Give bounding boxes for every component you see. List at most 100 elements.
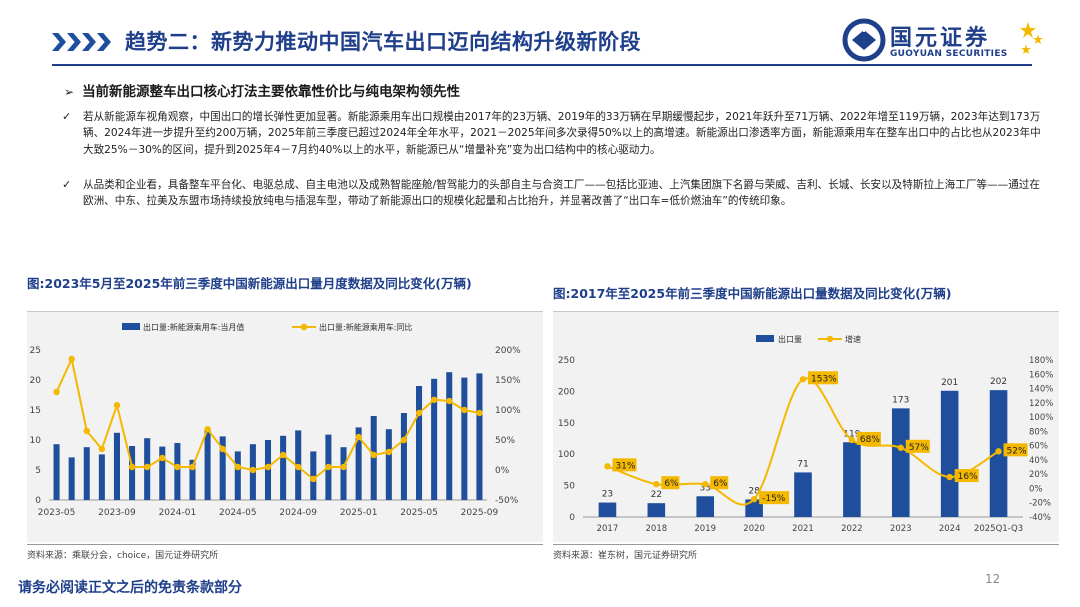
chart1-yleft-tick: 15 bbox=[30, 406, 41, 416]
chart2-x-tick: 2018 bbox=[646, 524, 668, 534]
chart2-yright-tick: 160% bbox=[1029, 370, 1053, 380]
chart2-bar-value-label: 33 bbox=[699, 483, 710, 493]
chart1-bar bbox=[219, 436, 226, 500]
chart2-growth-label-bg bbox=[905, 439, 930, 453]
chart2-yright-tick: 180% bbox=[1029, 356, 1053, 366]
chart2-bar bbox=[647, 503, 666, 517]
chart1-yoy-point bbox=[113, 402, 121, 409]
stars-icon bbox=[1020, 22, 1043, 54]
chart1-yoy-point bbox=[355, 433, 362, 441]
chart2-growth-label-bg bbox=[808, 371, 838, 385]
chart1-bar bbox=[129, 446, 136, 500]
chart2-bar-value-label: 22 bbox=[651, 490, 662, 500]
chart2-growth-label-bg bbox=[1003, 443, 1028, 457]
chart2-bar-value-label: 23 bbox=[602, 490, 613, 500]
chart2-source: 资料来源：崔东树，国元证券研究所 bbox=[553, 551, 698, 561]
chart2-growth-label: 6% bbox=[713, 479, 728, 489]
bullet-text: 从品类和企业看，具备整车平台化、电驱总成、自主电池以及成熟智能座舱/智驾能力的头… bbox=[83, 179, 1040, 208]
chart2-x-tick: 2019 bbox=[694, 524, 716, 534]
chart1-yoy-point bbox=[98, 445, 106, 453]
chart2-growth-point bbox=[604, 463, 611, 470]
logo-text-cn: 国元证券 bbox=[890, 26, 991, 51]
chart2-yright-tick: 100% bbox=[1029, 413, 1053, 423]
chart1-yoy-point bbox=[295, 463, 302, 471]
chart1-yoy-point bbox=[159, 454, 166, 462]
chart1-bar bbox=[113, 432, 120, 500]
chart2-bar-value-label: 71 bbox=[797, 459, 808, 469]
chart1-yoy-point bbox=[219, 445, 226, 453]
chart1-bar bbox=[83, 447, 90, 500]
arrow-bullet-icon: ➢ bbox=[64, 85, 75, 99]
chart1-bar bbox=[355, 427, 362, 500]
chart2-title: 图:2017年至2025年前三季度中国新能源出口量数据及同比变化(万辆) bbox=[553, 286, 952, 301]
chart2-x-tick: 2024 bbox=[939, 524, 961, 534]
chart2-growth-point bbox=[848, 436, 856, 444]
chart1-yoy-point bbox=[234, 463, 241, 471]
chart1-bar bbox=[461, 377, 468, 500]
chart2-growth-label: 153% bbox=[811, 374, 837, 384]
chart1-x-tick: 2024-05 bbox=[219, 508, 257, 518]
bullet-paragraph: ✓ 若从新能源车视角观察，中国出口的增长弹性更加显著。新能源乘用车出口规模由20… bbox=[62, 109, 1047, 158]
chart2-yright-tick: 140% bbox=[1029, 385, 1053, 395]
chart2-growth-label-bg bbox=[710, 476, 729, 490]
disclaimer: 请务必阅读正文之后的免责条款部分 bbox=[18, 580, 242, 596]
chart1-yoy-point bbox=[310, 475, 317, 483]
chart2-growth-label: 6% bbox=[664, 479, 679, 489]
chart1-yleft-tick: 5 bbox=[35, 466, 41, 476]
chart2-legend-bar-label: 出口量 bbox=[778, 334, 802, 344]
chart1-yoy-point bbox=[476, 409, 483, 417]
chart1-x-tick: 2025-01 bbox=[340, 508, 378, 518]
chart1-x-tick: 2023-09 bbox=[98, 508, 136, 518]
chart2-bar-value-label: 28 bbox=[748, 486, 760, 496]
chart2-growth-label-bg bbox=[856, 431, 881, 445]
chart2-bar-value-label: 201 bbox=[941, 378, 958, 388]
checkmark-icon: ✓ bbox=[62, 178, 72, 191]
chart2-yleft-tick: 100 bbox=[558, 450, 575, 460]
chart2-growth-label-bg bbox=[759, 491, 790, 505]
chart1-bar bbox=[234, 451, 241, 500]
chart1-legend-bar-label: 出口量:新能源乘用车:当月值 bbox=[143, 322, 244, 332]
chart2-bar bbox=[891, 408, 910, 517]
chart1-bar bbox=[400, 413, 407, 500]
chart1-source-divider bbox=[27, 544, 543, 545]
chart1-yoy-point bbox=[400, 436, 408, 444]
chart1-yleft-tick: 10 bbox=[30, 436, 42, 446]
chart1-yright-tick: 200% bbox=[495, 346, 521, 356]
chart1-yoy-point bbox=[249, 466, 257, 474]
chart1-yoy-point bbox=[68, 355, 75, 363]
logo-mark-icon bbox=[842, 18, 886, 62]
chart1-bar bbox=[174, 443, 181, 500]
chart2-yleft-tick: 250 bbox=[558, 356, 575, 366]
header-divider bbox=[52, 64, 1032, 66]
chart1-bar bbox=[159, 446, 166, 500]
subtitle-text: 当前新能源整车出口核心打法主要依靠性价比与纯电架构领先性 bbox=[82, 84, 461, 100]
chart2-yright-tick: 80% bbox=[1029, 427, 1048, 437]
chart1-yoy-point bbox=[446, 397, 453, 405]
chart2-svg: 出口量 增速 0 50 100 150 200 250 -40% -20% 0% 20% 40% 60% 8… bbox=[558, 334, 1054, 534]
chart1-yright-tick: 150% bbox=[495, 376, 521, 386]
chart1-source: 资料来源：乘联分会，choice，国元证券研究所 bbox=[27, 551, 219, 561]
chart2-legend-bar-swatch bbox=[756, 335, 774, 342]
page-header: 趋势二：新势力推动中国汽车出口迈向结构升级新阶段 国元证券 GUOYUAN SE… bbox=[0, 0, 1080, 80]
chart1-yoy-point bbox=[415, 409, 423, 417]
chart1-yleft-tick: 0 bbox=[35, 496, 41, 506]
chart1-legend-line-label: 出口量:新能源乘用车:同比 bbox=[319, 322, 412, 332]
chart2-growth-label: 16% bbox=[958, 472, 978, 482]
chart1-legend-bar-swatch bbox=[122, 323, 140, 330]
chart1-bar bbox=[53, 444, 60, 500]
chart2-growth-point bbox=[799, 376, 807, 383]
chart1-yright-tick: 0% bbox=[495, 466, 510, 476]
section-subtitle: ➢ 当前新能源整车出口核心打法主要依靠性价比与纯电架构领先性 bbox=[64, 80, 460, 100]
chart2-growth-label: 52% bbox=[1007, 446, 1027, 456]
chart2-yleft-tick: 50 bbox=[564, 482, 576, 492]
chart2-growth-point bbox=[653, 480, 660, 488]
chart1-yoy-point bbox=[189, 463, 196, 471]
logo-text-en: GUOYUAN SECURITIES bbox=[890, 49, 1008, 59]
chart2-yright-tick: 0% bbox=[1029, 484, 1043, 494]
chart2-yright-tick: 120% bbox=[1029, 399, 1053, 409]
checkmark-icon: ✓ bbox=[62, 110, 72, 123]
chart1-yoy-point bbox=[264, 463, 272, 471]
chart1-bar bbox=[385, 429, 392, 500]
page-number: 12 bbox=[985, 572, 1001, 586]
chart2-x-tick: 2017 bbox=[597, 524, 619, 534]
